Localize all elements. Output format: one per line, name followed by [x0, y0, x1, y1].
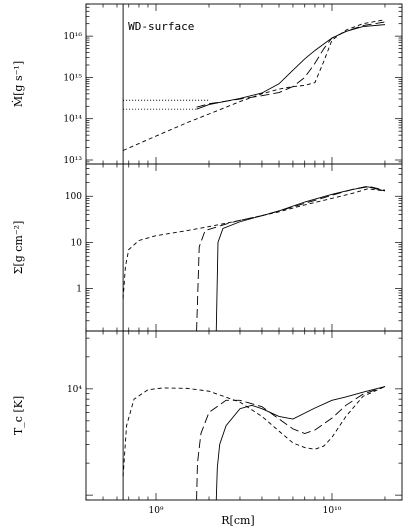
series-line-short-dash-2 [122, 19, 386, 151]
ylabel-tc: T_c [K] [12, 396, 25, 435]
ytick-label-sigma-10: 10 [71, 238, 83, 248]
series-line-short-dash-2 [122, 188, 386, 299]
panel-tc-plot-area [122, 386, 386, 500]
series-line-long-dash-1 [196, 185, 386, 331]
series-line-long-dash-1 [196, 386, 386, 500]
xtick-label-1e9: 10⁹ [148, 506, 163, 516]
ylabel-mdot: Ṁ[g s⁻¹] [11, 61, 25, 107]
wd-surface-annotation: WD-surface [128, 20, 194, 33]
ytick-label-sigma-100: 100 [65, 192, 82, 202]
ytick-label-mdot-1e14: 10¹⁴ [63, 115, 82, 125]
ytick-label-sigma-1: 1 [76, 285, 82, 295]
ytick-label-mdot-1e13: 10¹³ [63, 156, 82, 166]
ylabel-sigma: Σ[g cm⁻²] [12, 221, 25, 275]
series-line-solid-0 [215, 186, 386, 331]
xlabel: R[cm] [221, 514, 254, 527]
panel-sigma-plot-area [122, 185, 386, 331]
series-line-solid-0 [196, 24, 385, 110]
ytick-label-tc-1e4: 10⁴ [67, 385, 82, 395]
series-line-long-dash-1 [196, 21, 386, 108]
panel-mdot: 10¹³ 10¹⁴ 10¹⁵ 10¹⁶ Ṁ[g s⁻¹] WD-surface [11, 3, 403, 166]
panel-tc: 10⁴ T_c [K] 10⁹ 10¹⁰ R[cm] [12, 330, 403, 527]
xtick-label-1e10: 10¹⁰ [323, 506, 342, 516]
panel-tc-frame [85, 330, 403, 501]
ytick-label-mdot-1e16: 10¹⁶ [63, 32, 82, 42]
series-line-short-dash-2 [122, 386, 386, 477]
ytick-label-mdot-1e15: 10¹⁵ [63, 73, 82, 83]
panel-mdot-plot-area [122, 19, 386, 151]
panel-sigma: 1 10 100 Σ[g cm⁻²] [12, 163, 403, 332]
